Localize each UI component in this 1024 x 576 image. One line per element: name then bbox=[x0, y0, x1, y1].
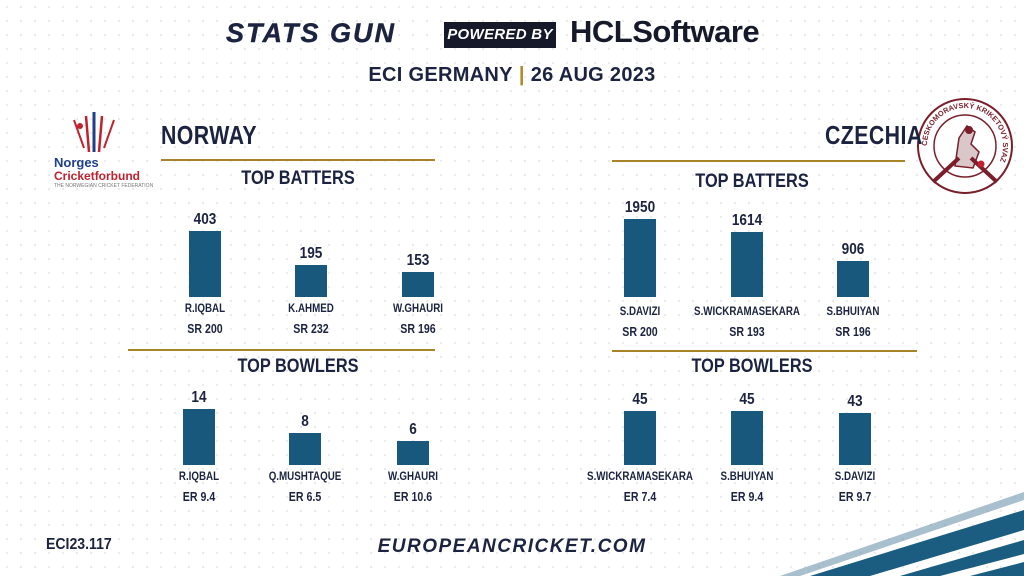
player-stat-label: ER 9.4 bbox=[730, 490, 764, 504]
player-name-label: W.GHAURI bbox=[393, 303, 443, 315]
sponsor-logo-text: HCLSoftware bbox=[570, 14, 760, 49]
event-name: ECI GERMANY bbox=[368, 64, 513, 86]
player-name-label: Q.MUSHTAQUE bbox=[268, 471, 342, 483]
crossed-bats-icon bbox=[931, 156, 999, 184]
norway-cricket-logo bbox=[73, 112, 115, 153]
chart-bar bbox=[295, 265, 327, 297]
player-name-label: S.WICKRAMASEKARA bbox=[587, 471, 693, 483]
player-stat-label: SR 200 bbox=[187, 322, 223, 336]
chart-bar bbox=[289, 433, 321, 465]
norway-logo-line1: Norges bbox=[54, 155, 99, 170]
norway-batters-title: TOP BATTERS bbox=[241, 168, 355, 189]
header: STATS GUN POWERED BY HCLSoftware bbox=[0, 14, 1024, 54]
chart-bar bbox=[183, 409, 215, 465]
norway-section-rule bbox=[128, 349, 435, 351]
player-stat-label: ER 6.5 bbox=[288, 490, 322, 504]
norway-bowlers-title: TOP BOWLERS bbox=[237, 356, 359, 377]
player-stat-label: SR 196 bbox=[835, 325, 871, 339]
player-name-label: W.GHAURI bbox=[388, 471, 438, 483]
stats-gun-brand: STATS GUN bbox=[226, 18, 396, 48]
player-stat-label: SR 200 bbox=[622, 325, 658, 339]
player-name-label: S.DAVIZI bbox=[619, 306, 661, 318]
event-date: 26 AUG 2023 bbox=[530, 64, 656, 86]
player-stat-label: ER 7.4 bbox=[623, 490, 657, 504]
chart-bar bbox=[839, 413, 871, 465]
bar-value-label: 45 bbox=[739, 391, 755, 408]
stumps-icon bbox=[73, 112, 115, 153]
czechia-cricket-logo: ČESKOMORAVSKÝ KRIKETOVÝ SVAZ bbox=[917, 98, 1013, 194]
player-stat-label: SR 232 bbox=[293, 322, 329, 336]
player-name-label: K.AHMED bbox=[288, 303, 334, 315]
player-name-label: S.DAVIZI bbox=[834, 471, 876, 483]
team-name-czechia: CZECHIA bbox=[825, 120, 923, 150]
chart-bar bbox=[397, 441, 429, 465]
chart-bar bbox=[402, 272, 434, 297]
player-stat-label: ER 9.4 bbox=[182, 490, 216, 504]
czechia-bowlers-title: TOP BOWLERS bbox=[691, 356, 813, 377]
chart-bar bbox=[624, 219, 656, 297]
player-stat-label: SR 196 bbox=[400, 322, 436, 336]
norway-title-rule bbox=[161, 159, 435, 161]
bar-value-label: 1950 bbox=[624, 199, 656, 216]
player-name-label: S.BHUIYAN bbox=[826, 306, 880, 318]
bar-value-label: 45 bbox=[632, 391, 648, 408]
bar-value-label: 43 bbox=[847, 393, 863, 410]
player-name-label: R.IQBAL bbox=[178, 471, 220, 483]
subtitle-separator: | bbox=[518, 64, 525, 86]
bar-value-label: 403 bbox=[193, 211, 217, 228]
decorative-stripes bbox=[780, 492, 1024, 576]
czechia-title-rule bbox=[612, 160, 905, 162]
norway-logo-line2: Cricketforbund bbox=[54, 169, 141, 183]
website-url[interactable]: EUROPEANCRICKET.COM bbox=[377, 536, 647, 557]
chart-bar bbox=[189, 231, 221, 297]
powered-by-badge: POWERED BY bbox=[444, 22, 556, 48]
player-stat-label: ER 9.7 bbox=[838, 490, 872, 504]
norway-logo-tagline: THE NORWEGIAN CRICKET FEDERATION bbox=[54, 183, 154, 189]
graphic-code: ECI23.117 bbox=[46, 536, 112, 553]
player-stat-label: SR 193 bbox=[729, 325, 765, 339]
chart-bar bbox=[731, 411, 763, 465]
bar-value-label: 14 bbox=[191, 389, 207, 406]
bar-value-label: 1614 bbox=[731, 212, 763, 229]
chart-bar bbox=[731, 232, 763, 297]
chart-bar bbox=[837, 261, 869, 297]
player-name-label: S.WICKRAMASEKARA bbox=[694, 306, 800, 318]
bar-value-label: 906 bbox=[841, 241, 865, 258]
event-subtitle: ECI GERMANY | 26 AUG 2023 bbox=[0, 64, 1024, 87]
bar-value-label: 6 bbox=[409, 421, 417, 438]
bar-value-label: 153 bbox=[406, 252, 430, 269]
player-name-label: R.IQBAL bbox=[184, 303, 226, 315]
player-stat-label: ER 10.6 bbox=[393, 490, 433, 504]
bar-value-label: 195 bbox=[299, 245, 323, 262]
team-name-norway: NORWAY bbox=[161, 120, 258, 150]
chart-bar bbox=[624, 411, 656, 465]
czechia-batters-title: TOP BATTERS bbox=[695, 171, 809, 192]
player-name-label: S.BHUIYAN bbox=[720, 471, 774, 483]
bar-value-label: 8 bbox=[301, 413, 309, 430]
czechia-section-rule bbox=[612, 350, 917, 352]
